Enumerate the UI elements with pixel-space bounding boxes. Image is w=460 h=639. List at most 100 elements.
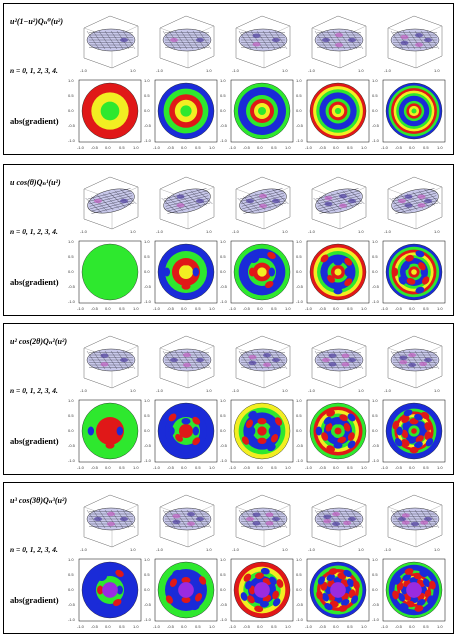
svg-text:0.0: 0.0: [144, 587, 150, 592]
surface-plot-n0: -1.0 1.0: [80, 335, 139, 393]
svg-text:1.0: 1.0: [361, 465, 367, 470]
gradient-map-n1: -1.0-1.0 -0.5 -0.5 0.0 0.0 0.5 0.5 1.0 1.0: [144, 557, 218, 629]
svg-text:-1.0: -1.0: [232, 229, 240, 234]
svg-text:-1.0: -1.0: [305, 624, 313, 629]
surface-plot-n4: -1.0 1.0: [384, 15, 443, 73]
svg-text:1.0: 1.0: [144, 239, 150, 244]
svg-text:1.0: 1.0: [437, 145, 443, 150]
gradient-map-n4: -1.0-1.0 -0.5 -0.5 0.0 0.0 0.5 0.5 1.0 1.0: [372, 557, 446, 629]
svg-text:-1.0: -1.0: [77, 624, 85, 629]
svg-text:1.0: 1.0: [296, 557, 302, 562]
figure-panel-m2: u² cos(2θ)Qₙ²(u²) n = 0, 1, 2, 3, 4. abs(g…: [3, 323, 454, 475]
svg-text:1.0: 1.0: [206, 68, 212, 73]
svg-text:1.0: 1.0: [358, 68, 364, 73]
svg-text:1.0: 1.0: [220, 78, 226, 83]
svg-text:1.0: 1.0: [133, 145, 139, 150]
n-values-label: n = 0, 1, 2, 3, 4.: [10, 66, 58, 75]
svg-text:0.0: 0.0: [333, 624, 339, 629]
svg-text:0.0: 0.0: [144, 428, 150, 433]
svg-text:-0.5: -0.5: [319, 624, 327, 629]
surface-plot-n0: -1.0 1.0: [80, 494, 139, 552]
svg-text:-1.0: -1.0: [68, 299, 76, 304]
svg-text:0.5: 0.5: [119, 306, 125, 311]
figure-panel-m0: u²(1−u²)Qₙ⁰(u²) n = 0, 1, 2, 3, 4. abs(gra…: [3, 3, 454, 155]
svg-text:-1.0: -1.0: [153, 306, 161, 311]
svg-text:-1.0: -1.0: [384, 68, 392, 73]
svg-text:1.0: 1.0: [361, 624, 367, 629]
svg-text:0.0: 0.0: [409, 624, 415, 629]
svg-text:-0.5: -0.5: [220, 123, 228, 128]
n-values-label: n = 0, 1, 2, 3, 4.: [10, 227, 58, 236]
surface-plot-n2: -1.0 1.0: [232, 494, 291, 552]
surface-plot-n4: -1.0 1.0: [384, 494, 443, 552]
svg-text:1.0: 1.0: [144, 78, 150, 83]
svg-text:0.5: 0.5: [347, 306, 353, 311]
svg-text:-1.0: -1.0: [153, 465, 161, 470]
svg-text:0.0: 0.0: [296, 587, 302, 592]
svg-text:0.0: 0.0: [372, 269, 378, 274]
svg-text:-0.5: -0.5: [395, 145, 403, 150]
svg-text:0.5: 0.5: [296, 413, 302, 418]
svg-text:1.0: 1.0: [372, 398, 378, 403]
gradient-label: abs(gradient): [10, 595, 59, 605]
surface-plot-n1: -1.0 1.0: [156, 494, 215, 552]
svg-text:1.0: 1.0: [133, 465, 139, 470]
svg-text:-1.0: -1.0: [77, 145, 85, 150]
svg-text:-1.0: -1.0: [372, 458, 380, 463]
surface-plot-n0: -1.0 1.0: [80, 15, 139, 73]
svg-text:-1.0: -1.0: [77, 306, 85, 311]
svg-text:0.5: 0.5: [144, 572, 150, 577]
svg-text:0.0: 0.0: [296, 428, 302, 433]
panel-title: u cos(θ)Qₙ¹(u²): [10, 178, 61, 187]
svg-text:-0.5: -0.5: [319, 465, 327, 470]
svg-text:0.5: 0.5: [271, 624, 277, 629]
svg-text:0.5: 0.5: [372, 413, 378, 418]
svg-text:0.5: 0.5: [423, 306, 429, 311]
svg-text:-0.5: -0.5: [395, 465, 403, 470]
svg-text:-1.0: -1.0: [305, 306, 313, 311]
svg-text:0.5: 0.5: [195, 306, 201, 311]
surface-plot-n1: -1.0 1.0: [156, 335, 215, 393]
svg-text:1.0: 1.0: [206, 547, 212, 552]
svg-text:0.0: 0.0: [372, 428, 378, 433]
svg-text:-1.0: -1.0: [229, 306, 237, 311]
svg-text:0.0: 0.0: [181, 624, 187, 629]
svg-text:1.0: 1.0: [209, 465, 215, 470]
svg-text:1.0: 1.0: [358, 547, 364, 552]
surface-plot-n3: -1.0 1.0: [308, 15, 367, 73]
svg-text:-0.5: -0.5: [220, 443, 228, 448]
svg-text:-0.5: -0.5: [296, 123, 304, 128]
svg-text:0.0: 0.0: [68, 428, 74, 433]
svg-text:-0.5: -0.5: [220, 602, 228, 607]
svg-text:0.5: 0.5: [372, 254, 378, 259]
svg-text:0.0: 0.0: [105, 624, 111, 629]
surface-plot-n2: -1.0 1.0: [232, 176, 291, 234]
surface-plot-n0: -1.0 1.0: [80, 176, 139, 234]
svg-text:-0.5: -0.5: [91, 306, 99, 311]
svg-text:1.0: 1.0: [296, 398, 302, 403]
svg-text:1.0: 1.0: [285, 624, 291, 629]
svg-text:-0.5: -0.5: [296, 602, 304, 607]
svg-text:0.0: 0.0: [68, 587, 74, 592]
svg-text:-1.0: -1.0: [296, 138, 304, 143]
n-values-label: n = 0, 1, 2, 3, 4.: [10, 386, 58, 395]
svg-text:-1.0: -1.0: [232, 68, 240, 73]
svg-text:0.0: 0.0: [220, 108, 226, 113]
svg-text:0.5: 0.5: [220, 413, 226, 418]
svg-text:0.5: 0.5: [347, 465, 353, 470]
svg-text:-1.0: -1.0: [156, 388, 164, 393]
svg-text:-1.0: -1.0: [296, 617, 304, 622]
panel-title: u² cos(2θ)Qₙ²(u²): [10, 337, 68, 346]
svg-text:-0.5: -0.5: [296, 443, 304, 448]
svg-text:-1.0: -1.0: [372, 299, 380, 304]
svg-text:1.0: 1.0: [296, 78, 302, 83]
svg-text:1.0: 1.0: [130, 68, 136, 73]
svg-text:-1.0: -1.0: [384, 547, 392, 552]
gradient-map-n0: -1.0-1.0 -0.5 -0.5 0.0 0.0 0.5 0.5 1.0 1.0: [68, 239, 142, 311]
svg-text:0.0: 0.0: [105, 465, 111, 470]
svg-text:0.5: 0.5: [423, 465, 429, 470]
svg-text:0.5: 0.5: [195, 465, 201, 470]
svg-text:-0.5: -0.5: [395, 624, 403, 629]
svg-text:-0.5: -0.5: [144, 443, 152, 448]
panel-title: u³ cos(3θ)Qₙ³(u²): [10, 496, 68, 505]
